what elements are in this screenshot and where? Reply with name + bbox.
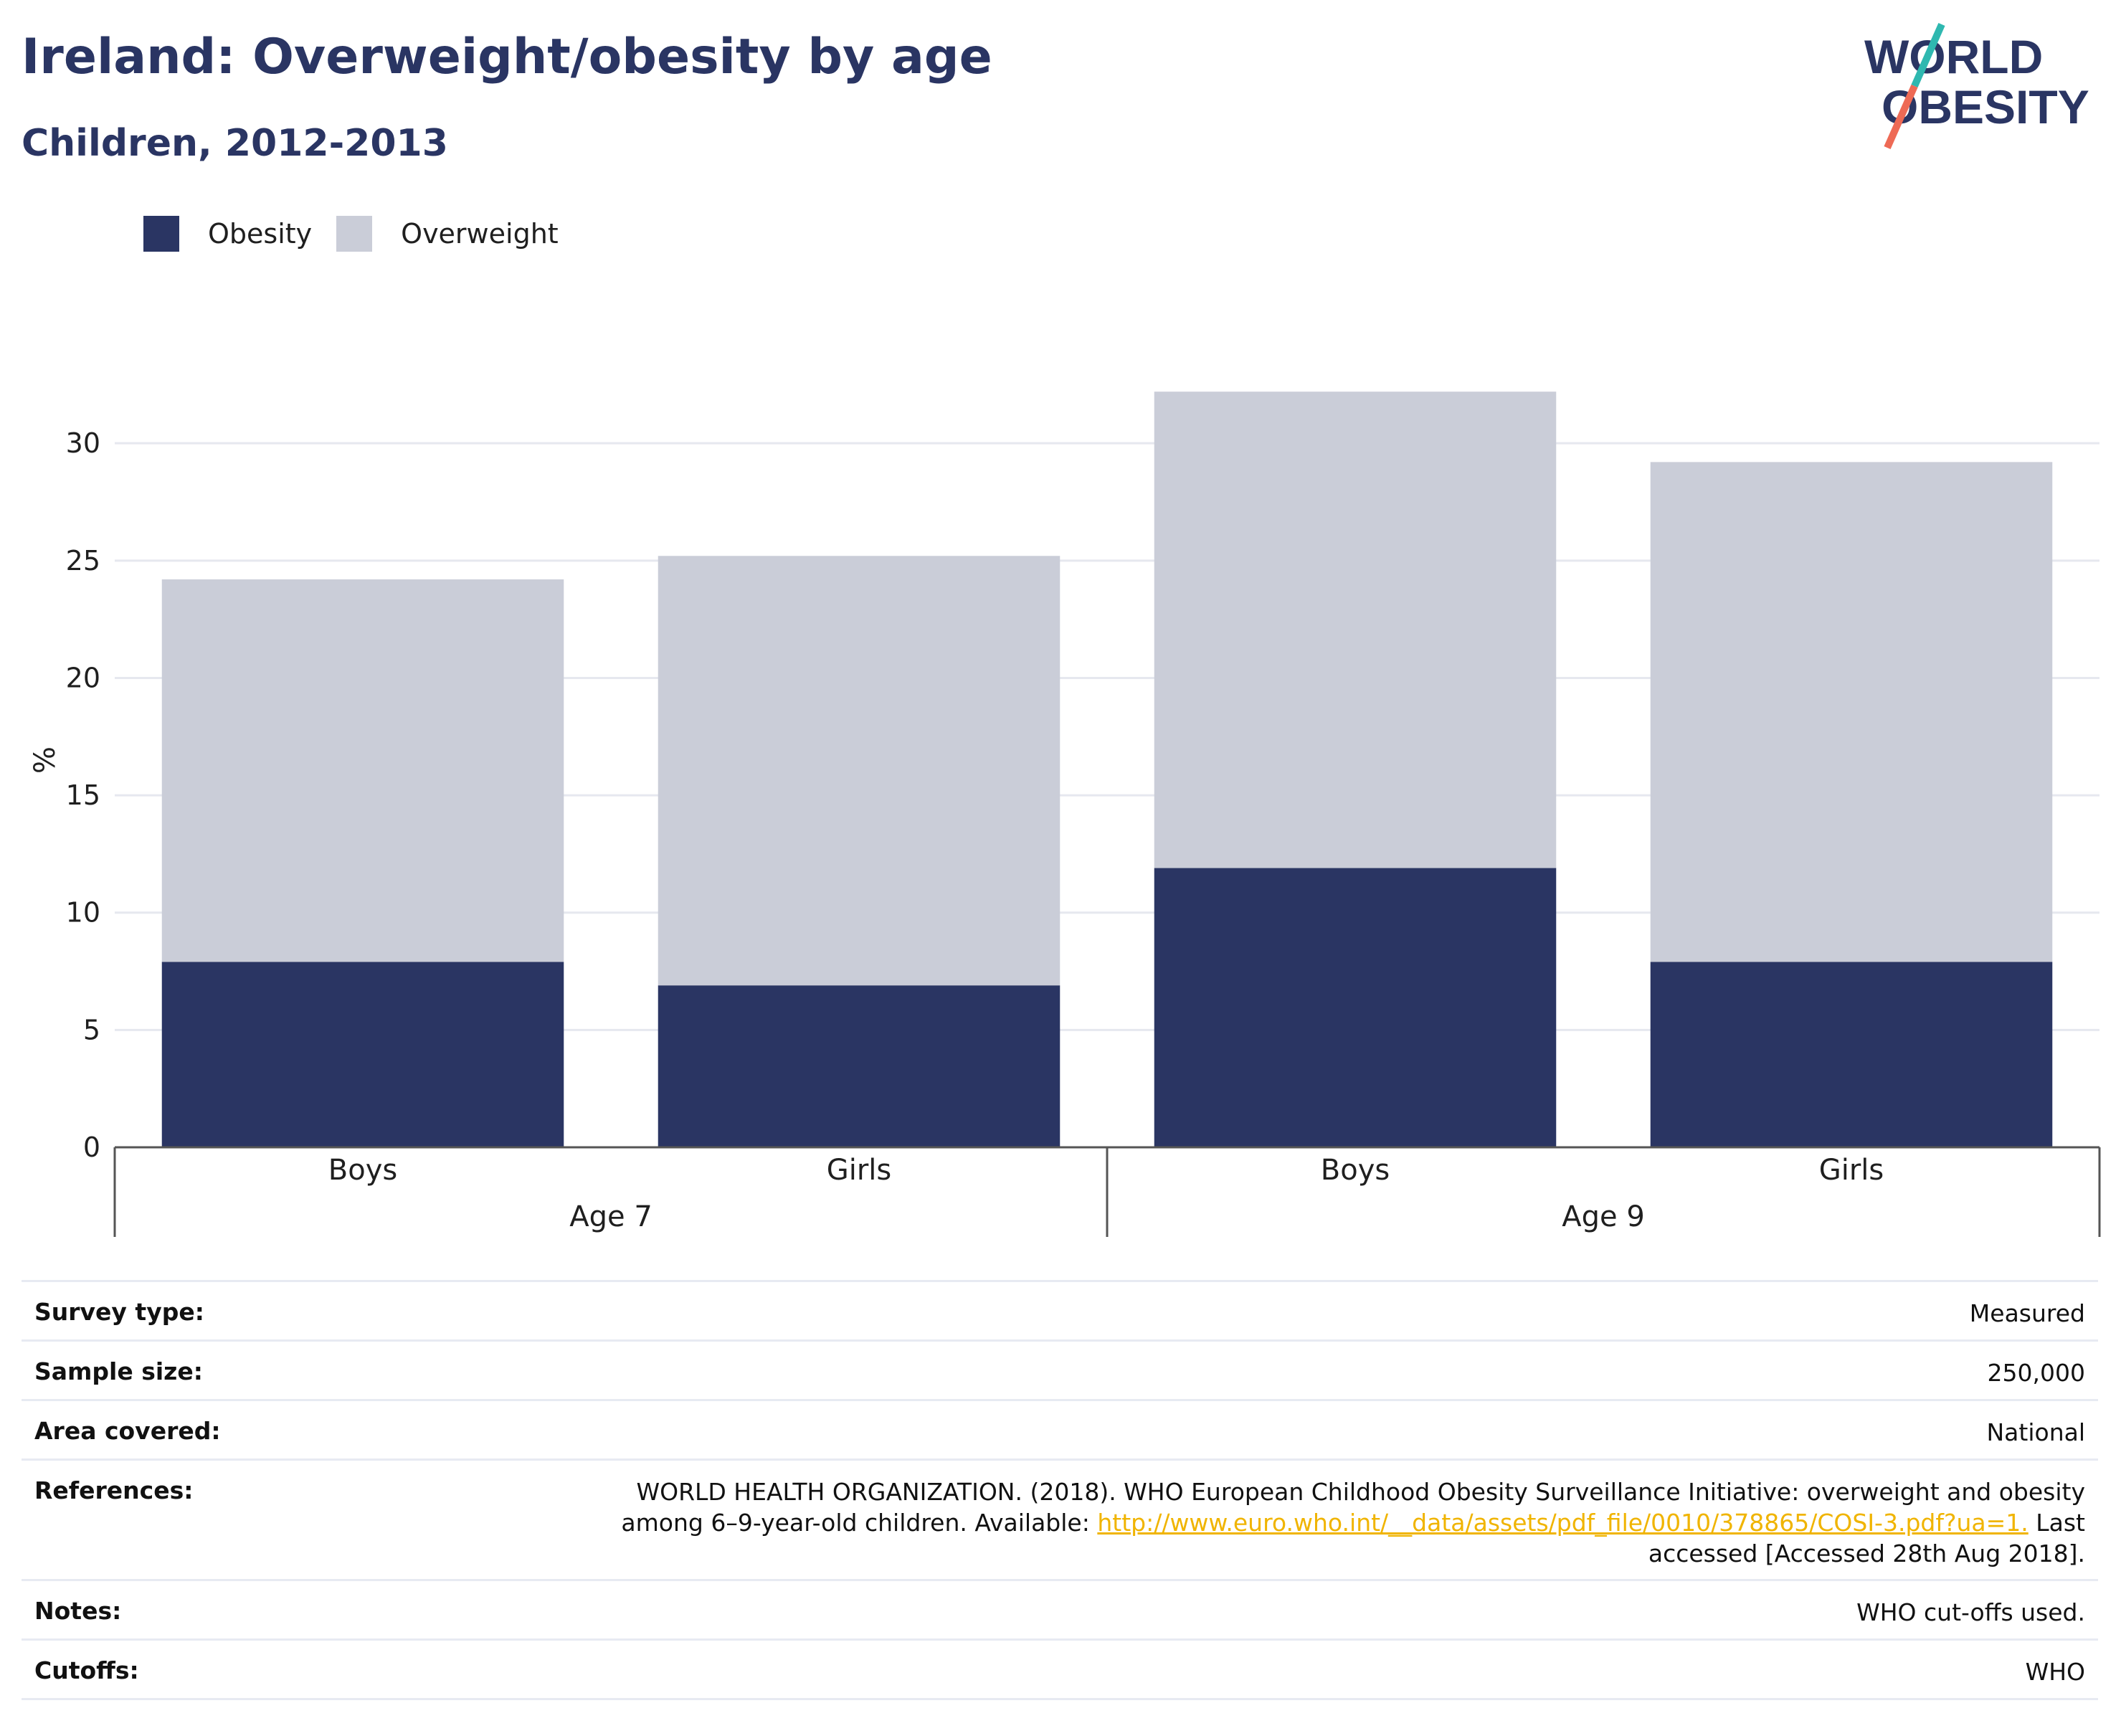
legend-swatch-overweight [336,216,373,252]
references-value: WORLD HEALTH ORGANIZATION. (2018). WHO E… [579,1476,2085,1569]
notes-label: Notes: [34,1597,122,1625]
group-label-1: Age 9 [1562,1200,1645,1233]
legend-label-obesity: Obesity [208,218,313,250]
chart-subtitle: Children, 2012-2013 [22,122,448,165]
world-obesity-logo: WORLD OBESITY [1864,22,2089,150]
references-link[interactable]: http://www.euro.who.int/__data/assets/pd… [1097,1509,2029,1537]
axes [113,1146,2101,1237]
info-row-references: References: WORLD HEALTH ORGANIZATION. (… [22,1458,2098,1579]
area-covered-label: Area covered: [34,1417,221,1445]
legend-item-obesity[interactable]: Obesity [143,216,312,252]
sample-size-label: Sample size: [34,1357,203,1385]
info-row-area-covered: Area covered: National [22,1399,2098,1458]
bar-obesity-0 [161,962,564,1147]
logo-slash-coral [1884,84,1918,150]
y-tick-label-0: 0 [83,1132,100,1163]
x-tick-label-2: Boys [1321,1154,1390,1187]
y-tick-label-10: 10 [66,897,100,929]
axis-labels: 0 5 10 15 20 25 30% Boys Girls Boys Girls Age 7 Age … [29,427,1884,1233]
chart-title: Ireland: Overweight/obesity by age [22,29,992,85]
bar-obesity-3 [1650,962,2053,1147]
legend-label-overweight: Overweight [401,218,559,250]
info-row-sample-size: Sample size: 250,000 [22,1339,2098,1399]
references-text-before: WORLD HEALTH ORGANIZATION. (2018). WHO E… [621,1478,2085,1537]
cutoffs-label: Cutoffs: [34,1656,139,1684]
bar-overweight-0 [161,579,564,962]
bar-obesity-1 [658,985,1060,1147]
bar-overweight-2 [1154,392,1557,868]
references-label: References: [34,1476,194,1504]
info-table-end [22,1698,2098,1700]
y-axis-label: % [29,746,62,774]
bar-overweight-3 [1650,462,2053,962]
cutoffs-value: WHO [2025,1658,2085,1686]
x-tick-label-0: Boys [328,1154,397,1187]
sample-size-value: 250,000 [1987,1359,2085,1387]
y-tick-label-20: 20 [66,662,100,693]
logo-line-1: WORLD [1864,30,2043,83]
survey-type-value: Measured [1969,1299,2085,1327]
y-tick-label-5: 5 [83,1014,100,1045]
legend: Obesity Overweight [143,215,583,252]
bars [161,392,2053,1147]
info-row-cutoffs: Cutoffs: WHO [22,1638,2098,1698]
logo-slash-teal [1911,22,1945,88]
survey-type-label: Survey type: [34,1298,204,1326]
x-tick-label-3: Girls [1819,1154,1884,1187]
y-tick-label-25: 25 [66,545,100,577]
legend-item-overweight[interactable]: Overweight [336,216,559,252]
y-tick-label-15: 15 [66,779,100,811]
bar-obesity-2 [1154,868,1557,1147]
info-table: Survey type: Measured Sample size: 250,0… [22,1280,2098,1700]
bar-overweight-1 [658,556,1060,986]
bar-chart: 0 5 10 15 20 25 30% Boys Girls Boys Girls Age 7 Age … [29,392,2101,1237]
group-label-0: Age 7 [569,1200,653,1233]
info-row-survey-type: Survey type: Measured [22,1280,2098,1339]
info-row-notes: Notes: WHO cut-offs used. [22,1579,2098,1638]
references-text-after: Last accessed [Accessed 28th Aug 2018]. [1648,1509,2085,1567]
notes-value: WHO cut-offs used. [1856,1598,2085,1626]
legend-swatch-obesity [143,216,179,252]
x-tick-label-1: Girls [827,1154,892,1187]
area-covered-value: National [1986,1418,2085,1446]
y-tick-label-30: 30 [66,427,100,459]
